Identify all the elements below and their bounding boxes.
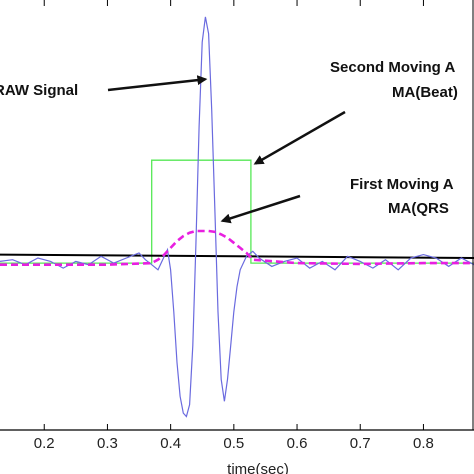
x-tick-label: 0.3 [97,435,118,452]
annotations: RAW Signal Second Moving A MA(Beat) First M… [0,59,458,224]
x-tick-label: 0.4 [160,435,181,452]
annotation-second-label: Second Moving A [330,59,455,76]
x-tick-label: 0.5 [223,435,244,452]
axes: 0.2 0.3 0.4 0.5 0.6 0.7 0.8 [0,0,474,452]
x-tick-label: 0.8 [413,435,434,452]
plot-area [0,16,474,418]
annotation-first-arrow [220,194,301,224]
series-line-raw [0,16,474,418]
annotation-first-label-2: MA(QRS [388,200,449,217]
annotation-second-arrow [253,110,346,165]
series-line-threshold [0,253,474,259]
x-axis-label: time(sec) [227,461,289,474]
x-tick-label: 0.2 [34,435,55,452]
annotation-raw-label: RAW Signal [0,82,78,99]
series-line-ma-qrs [0,229,474,266]
x-tick-label: 0.6 [287,435,308,452]
annotation-raw-arrow [107,75,208,92]
x-tick-label: 0.7 [350,435,371,452]
annotation-second-label-2: MA(Beat) [392,84,458,101]
annotation-first-label: First Moving A [350,176,454,193]
